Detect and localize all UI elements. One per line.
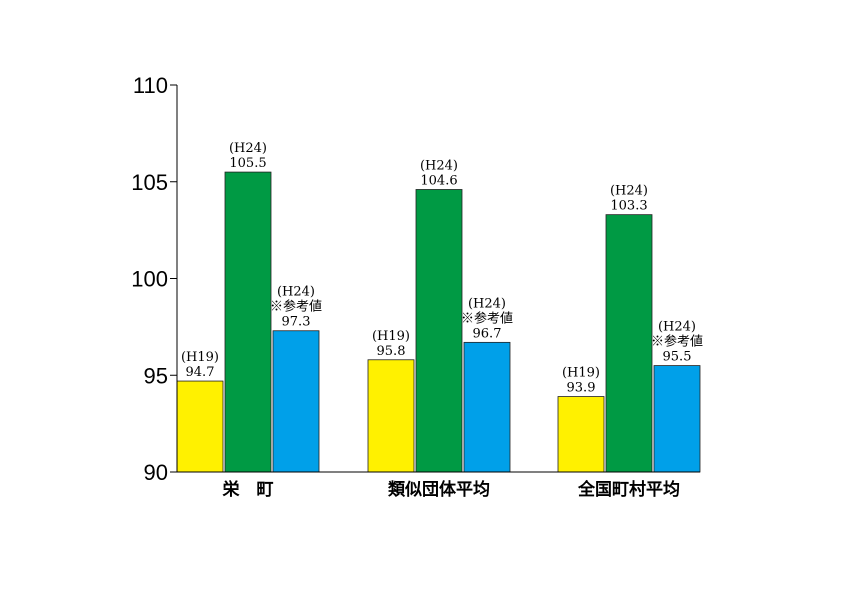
- category-label: 類似団体平均: [387, 479, 490, 500]
- y-tick-label: 105: [131, 170, 168, 195]
- data-label: (H24): [277, 285, 315, 300]
- y-axis: 90 95 100 105 110: [131, 73, 700, 485]
- data-label: 96.7: [473, 326, 502, 341]
- data-label: ※参考値: [461, 310, 513, 326]
- data-label: (H24): [658, 320, 696, 335]
- category-label: 全国町村平均: [577, 479, 680, 500]
- y-tick-label: 110: [133, 73, 168, 98]
- data-label: (H24): [610, 184, 648, 199]
- bar: [605, 214, 653, 473]
- data-label: (H24): [420, 158, 458, 173]
- data-label: 105.5: [229, 156, 266, 171]
- data-label: ※参考値: [651, 334, 703, 350]
- data-label: (H24): [468, 296, 506, 311]
- category-label: 栄 町: [222, 479, 274, 500]
- x-axis-categories: 栄 町 類似団体平均 全国町村平均: [222, 479, 681, 500]
- data-label: 94.7: [186, 365, 215, 380]
- bar: [463, 341, 511, 473]
- data-label: (H24): [229, 141, 267, 156]
- y-tick-label: 90: [144, 460, 168, 485]
- data-label: 95.5: [663, 350, 692, 365]
- data-label: 104.6: [420, 173, 457, 188]
- data-labels-layer: (H19)94.7(H19)95.8(H19)93.9(H24)105.5 (H2…: [181, 141, 703, 395]
- data-label: (H19): [181, 350, 219, 365]
- data-label: 95.8: [377, 344, 406, 359]
- data-label: (H19): [562, 366, 600, 381]
- bar: [557, 396, 605, 473]
- bar: [653, 365, 701, 473]
- y-tick-label: 100: [131, 267, 168, 292]
- bar: [272, 330, 320, 473]
- y-tick-label: 95: [144, 363, 168, 388]
- bars-layer: [176, 171, 701, 473]
- data-label: (H19): [372, 329, 410, 344]
- bar: [224, 171, 272, 473]
- bar: [367, 359, 415, 473]
- bar: [415, 189, 463, 473]
- data-label: ※参考値: [270, 299, 322, 315]
- data-label: 97.3: [282, 315, 311, 330]
- data-label: 93.9: [567, 381, 596, 396]
- bar: [176, 380, 224, 473]
- data-label: 103.3: [610, 199, 647, 214]
